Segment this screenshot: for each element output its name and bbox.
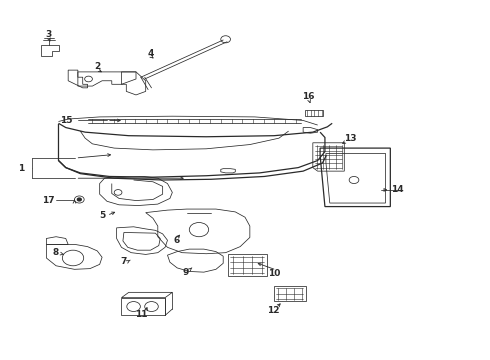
Text: 9: 9: [183, 267, 189, 276]
Text: 15: 15: [60, 116, 73, 125]
Circle shape: [77, 198, 81, 201]
Text: 7: 7: [121, 257, 127, 266]
Text: 4: 4: [147, 49, 154, 58]
Text: 17: 17: [43, 196, 55, 205]
Text: 10: 10: [268, 269, 280, 278]
Text: 5: 5: [99, 211, 105, 220]
Text: 13: 13: [344, 134, 357, 143]
Text: 6: 6: [173, 237, 179, 246]
Text: 2: 2: [94, 62, 100, 71]
Text: 3: 3: [46, 30, 52, 39]
Text: 8: 8: [53, 248, 59, 257]
Text: 1: 1: [18, 164, 24, 173]
Text: 11: 11: [135, 310, 147, 319]
Text: 14: 14: [392, 185, 404, 194]
Text: 16: 16: [302, 92, 314, 101]
Text: 12: 12: [267, 306, 279, 315]
